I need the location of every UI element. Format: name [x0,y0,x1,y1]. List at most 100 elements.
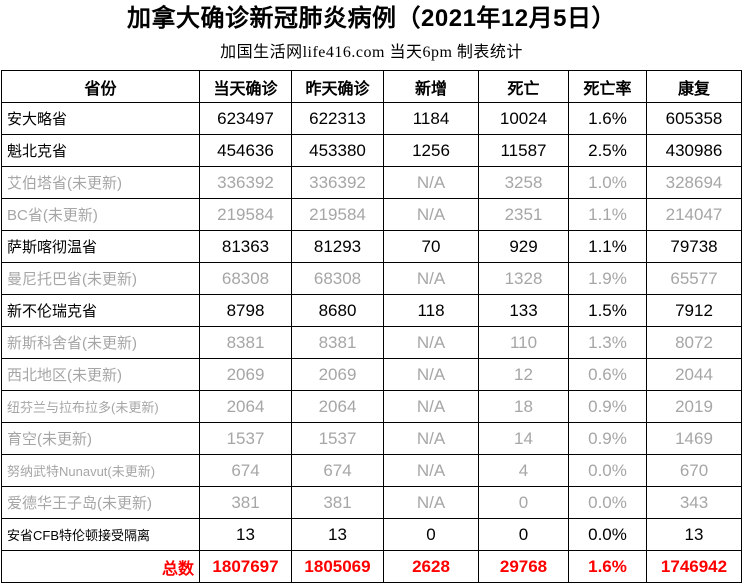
value-cell: 336392 [291,166,384,199]
value-cell: 1256 [383,134,479,167]
value-cell: 381 [291,486,384,519]
totals-label-cell: 总数 [1,550,200,583]
value-cell: 1.1% [568,198,647,231]
column-header-0: 省份 [1,70,200,103]
value-cell: 1.3% [568,326,647,359]
totals-value-cell: 2628 [383,550,479,583]
value-cell: 1.0% [568,166,647,199]
value-cell: 2019 [646,390,742,423]
table-row: 魁北克省 454636 453380 1256 11587 2.5% 430986 [1,134,742,167]
province-cell: 育空(未更新) [1,422,200,455]
value-cell: 381 [199,486,292,519]
table-body: 安大略省 623497 622313 1184 10024 1.6% 605358 魁北克省 4… [1,102,742,583]
value-cell: 343 [646,486,742,519]
table-row: 艾伯塔省(未更新) 336392 336392 N/A 3258 1.0% 328694 [1,166,742,199]
value-cell: 13 [646,518,742,551]
value-cell: 0 [478,486,569,519]
province-cell: 魁北克省 [1,134,200,167]
column-header-5: 死亡率 [568,70,647,103]
value-cell: 65577 [646,262,742,295]
value-cell: N/A [383,358,479,391]
value-cell: 929 [478,230,569,263]
value-cell: 219584 [291,198,384,231]
value-cell: 68308 [199,262,292,295]
value-cell: 1328 [478,262,569,295]
value-cell: 2064 [291,390,384,423]
column-header-3: 新增 [383,70,479,103]
value-cell: 674 [199,454,292,487]
value-cell: 8798 [199,294,292,327]
totals-value-cell: 1807697 [199,550,292,583]
value-cell: 8072 [646,326,742,359]
value-cell: 0 [478,518,569,551]
value-cell: 219584 [199,198,292,231]
value-cell: 2069 [199,358,292,391]
value-cell: 118 [383,294,479,327]
province-cell: BC省(未更新) [1,198,200,231]
table-row: 西北地区(未更新) 2069 2069 N/A 12 0.6% 2044 [1,358,742,391]
value-cell: 133 [478,294,569,327]
value-cell: 8680 [291,294,384,327]
value-cell: N/A [383,262,479,295]
column-header-6: 康复 [646,70,742,103]
column-header-4: 死亡 [478,70,569,103]
table-row: 育空(未更新) 1537 1537 N/A 14 0.9% 1469 [1,422,742,455]
value-cell: 454636 [199,134,292,167]
value-cell: 11587 [478,134,569,167]
value-cell: 2064 [199,390,292,423]
value-cell: 3258 [478,166,569,199]
value-cell: N/A [383,422,479,455]
value-cell: 110 [478,326,569,359]
value-cell: N/A [383,486,479,519]
page-title: 加拿大确诊新冠肺炎病例（2021年12月5日） [127,5,616,32]
value-cell: 81293 [291,230,384,263]
totals-value-cell: 1.6% [568,550,647,583]
value-cell: 0.0% [568,486,647,519]
value-cell: 0.9% [568,390,647,423]
totals-row: 总数 1807697 1805069 2628 29768 1.6% 1746942 [1,550,742,583]
value-cell: 1537 [291,422,384,455]
table-row: 萨斯喀彻温省 81363 81293 70 929 1.1% 79738 [1,230,742,263]
province-cell: 纽芬兰与拉布拉多(未更新) [1,390,200,423]
province-cell: 努纳武特Nunavut(未更新) [1,454,200,487]
column-header-1: 当天确诊 [199,70,292,103]
province-cell: 爱德华王子岛(未更新) [1,486,200,519]
header-row: 省份 当天确诊 昨天确诊 新增 死亡 死亡率 康复 [1,70,742,103]
province-cell: 安省CFB特伦顿接受隔离 [1,518,200,551]
value-cell: 453380 [291,134,384,167]
province-cell: 曼尼托巴省(未更新) [1,262,200,295]
value-cell: 1.6% [568,102,647,135]
value-cell: 0.9% [568,422,647,455]
value-cell: 12 [478,358,569,391]
province-cell: 萨斯喀彻温省 [1,230,200,263]
table-header: 省份 当天确诊 昨天确诊 新增 死亡 死亡率 康复 [1,70,742,103]
table-row: 安大略省 623497 622313 1184 10024 1.6% 605358 [1,102,742,135]
value-cell: 1.9% [568,262,647,295]
value-cell: 622313 [291,102,384,135]
value-cell: 13 [291,518,384,551]
value-cell: 1469 [646,422,742,455]
value-cell: N/A [383,454,479,487]
value-cell: 4 [478,454,569,487]
value-cell: 1.1% [568,230,647,263]
province-cell: 西北地区(未更新) [1,358,200,391]
value-cell: 8381 [199,326,292,359]
province-cell: 安大略省 [1,102,200,135]
table-row: 纽芬兰与拉布拉多(未更新) 2064 2064 N/A 18 0.9% 2019 [1,390,742,423]
value-cell: N/A [383,198,479,231]
value-cell: 0.0% [568,518,647,551]
totals-value-cell: 1746942 [646,550,742,583]
table-row: 努纳武特Nunavut(未更新) 674 674 N/A 4 0.0% 670 [1,454,742,487]
value-cell: 0.6% [568,358,647,391]
value-cell: 328694 [646,166,742,199]
value-cell: 13 [199,518,292,551]
value-cell: 1537 [199,422,292,455]
table-row: 曼尼托巴省(未更新) 68308 68308 N/A 1328 1.9% 65577 [1,262,742,295]
covid-stats-table: 省份 当天确诊 昨天确诊 新增 死亡 死亡率 康复 安大略省 623497 622313 1184… [1,70,742,583]
totals-value-cell: 1805069 [291,550,384,583]
value-cell: 214047 [646,198,742,231]
value-cell: 605358 [646,102,742,135]
value-cell: 8381 [291,326,384,359]
value-cell: 0 [383,518,479,551]
value-cell: 79738 [646,230,742,263]
